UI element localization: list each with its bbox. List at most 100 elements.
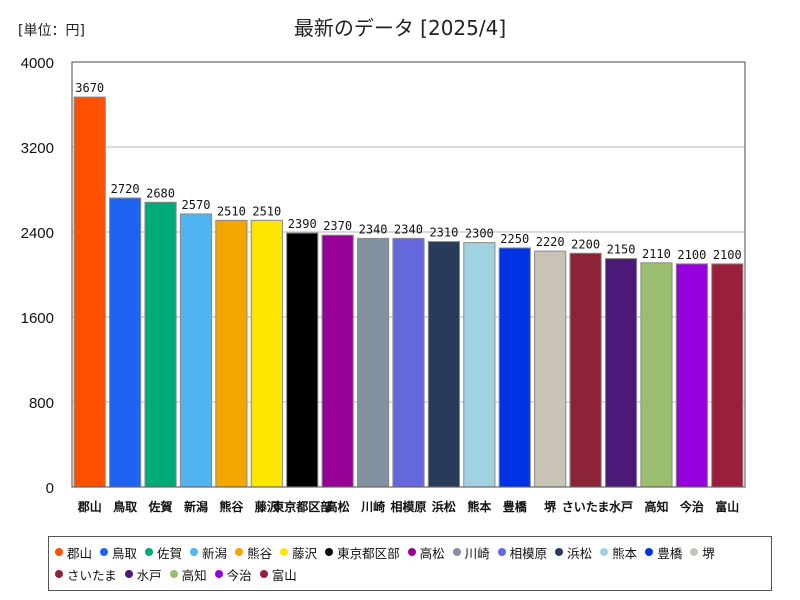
legend-item: 郡山 (55, 541, 92, 563)
bar-富山 (711, 263, 744, 488)
bar-藤沢 (250, 219, 283, 488)
x-tick-label: 高知 (644, 499, 668, 514)
bar-熊谷 (215, 219, 248, 488)
x-tick-label: 相模原 (390, 499, 426, 514)
bar-豊橋 (498, 247, 531, 488)
legend-marker (100, 548, 109, 556)
x-tick-label: 富山 (715, 499, 739, 514)
x-tick-label: 東京都区部 (272, 499, 332, 514)
legend-label: 今治 (226, 567, 252, 583)
data-label: 2150 (607, 243, 636, 257)
bar-鳥取 (109, 197, 142, 488)
bar-今治 (675, 263, 708, 488)
bar-川崎 (356, 237, 390, 488)
legend-label: さいたま (67, 567, 117, 583)
x-tick-label: 水戸 (609, 499, 633, 514)
y-tick-label: 2400 (21, 225, 54, 242)
legend-marker (55, 570, 63, 578)
legend-marker (169, 570, 178, 578)
bar-東京都区部 (286, 232, 319, 488)
bar-chart: 0 800 1600 2400 3200 4000 3670 郡山 2720 鳥取 2680 佐賀 25… (21, 55, 746, 514)
data-label: 2250 (500, 232, 529, 246)
y-tick-label: 4000 (21, 55, 54, 72)
bar-熊本 (463, 242, 496, 488)
data-label: 2510 (252, 204, 281, 218)
legend-label: 郡山 (67, 545, 93, 561)
legend-marker (690, 548, 699, 556)
legend-label: 熊本 (612, 545, 638, 561)
legend-item: 藤沢 (280, 541, 317, 563)
legend-label: 鳥取 (112, 545, 138, 561)
x-tick-label: 郡山 (77, 499, 102, 514)
legend-marker (55, 548, 63, 556)
legend-label: 浜松 (567, 545, 593, 561)
legend-label: 川崎 (464, 545, 490, 561)
legend-item: 堺 (690, 541, 715, 563)
x-tick-label: 熊谷 (219, 499, 244, 514)
bar-浜松 (427, 241, 461, 488)
bar-水戸 (604, 258, 638, 488)
legend-item: さいたま (55, 563, 117, 585)
legend-label: 堺 (702, 545, 715, 561)
data-label: 2100 (677, 248, 706, 262)
legend-marker (645, 548, 654, 556)
legend-item: 浜松 (555, 541, 592, 563)
data-label: 2390 (288, 217, 317, 231)
legend-marker (124, 570, 133, 578)
legend-item: 新潟 (190, 541, 227, 563)
data-label: 2680 (146, 186, 175, 200)
legend-item: 鳥取 (100, 541, 137, 563)
data-label: 2220 (536, 235, 565, 249)
bar-高知 (640, 262, 673, 488)
x-tick-label: 藤沢 (254, 499, 280, 514)
legend-item: 熊本 (600, 541, 637, 563)
data-label: 2200 (571, 237, 600, 251)
legend-item: 佐賀 (145, 541, 182, 563)
legend-marker (235, 548, 244, 556)
legend-item: 豊橋 (645, 541, 682, 563)
legend-marker (214, 570, 223, 578)
bar-堺 (534, 250, 567, 488)
data-label: 3670 (75, 81, 104, 95)
x-tick-label: 高松 (326, 499, 350, 514)
legend-label: 高知 (181, 567, 207, 583)
x-tick-label: 熊本 (467, 499, 491, 514)
bar-さいたま (569, 252, 602, 488)
unit-label: [単位：円] (18, 23, 85, 39)
legend-marker (600, 548, 609, 556)
legend-marker (145, 548, 154, 556)
plot-frame (71, 61, 746, 488)
legend-item: 川崎 (452, 541, 490, 563)
legend-marker (259, 570, 268, 578)
data-label: 2110 (642, 247, 671, 261)
legend-marker (325, 548, 334, 556)
legend-label: 富山 (271, 567, 297, 583)
chart-title: 最新のデータ [2025/4] (293, 16, 507, 40)
x-tick-label: 川崎 (360, 499, 385, 514)
x-tick-label: さいたま (562, 500, 610, 514)
legend-item: 高松 (407, 541, 445, 563)
legend-marker (190, 548, 199, 556)
chart-legend: 郡山 鳥取 佐賀 新潟 熊谷 藤沢 東京都区部 高松 川崎 相模原 浜松 熊本 豊橋 堺さいたま 水戸 高知 今… (48, 536, 772, 591)
legend-label: 東京都区部 (337, 545, 400, 561)
legend-item: 富山 (259, 563, 297, 585)
bar-新潟 (179, 213, 213, 488)
legend-item: 熊谷 (235, 541, 272, 563)
data-label: 2340 (359, 222, 388, 236)
data-label: 2340 (394, 222, 423, 236)
x-tick-label: 浜松 (432, 499, 456, 514)
data-label: 2720 (111, 182, 140, 196)
legend-label: 水戸 (136, 567, 162, 583)
legend-label: 高松 (419, 545, 445, 561)
data-label: 2310 (429, 226, 458, 240)
y-tick-label: 1600 (21, 310, 54, 327)
legend-label: 相模原 (509, 545, 548, 561)
bar-佐賀 (144, 201, 177, 488)
legend-label: 新潟 (202, 545, 228, 561)
bar-高松 (321, 234, 354, 488)
bar-相模原 (392, 237, 425, 488)
y-tick-label: 3200 (21, 140, 54, 157)
legend-marker (407, 548, 416, 556)
data-label: 2100 (713, 248, 742, 262)
legend-item: 東京都区部 (325, 541, 400, 563)
